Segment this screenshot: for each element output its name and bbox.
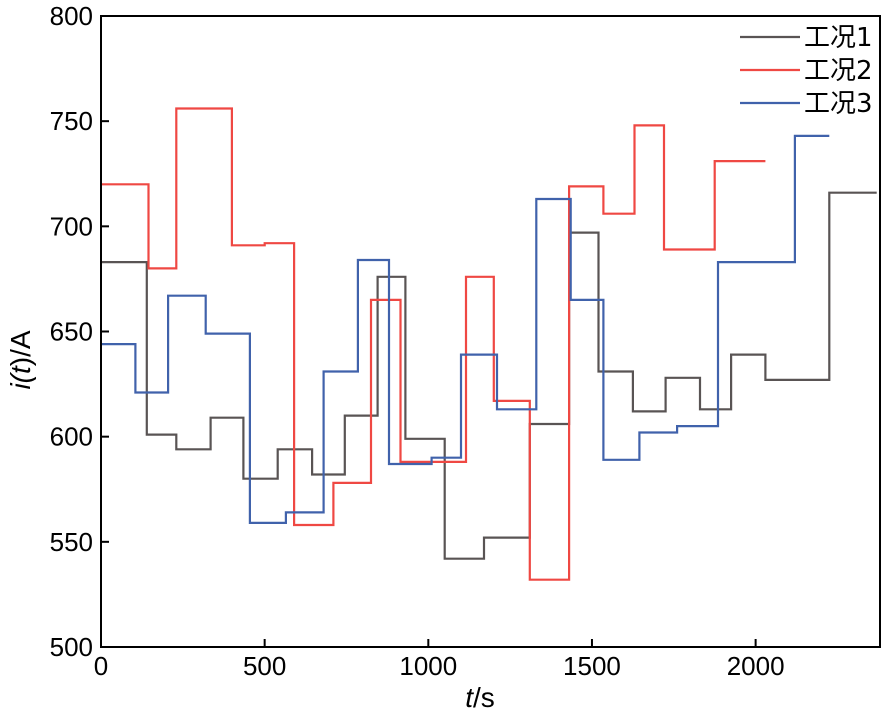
- x-tick-label: 0: [94, 651, 108, 681]
- legend-label-2: 工况2: [804, 56, 873, 86]
- y-tick-label: 650: [50, 317, 93, 347]
- y-tick-label: 800: [50, 1, 93, 31]
- x-tick-label: 2000: [727, 651, 785, 681]
- x-axis-label: t/s: [465, 682, 495, 713]
- series-line-2: [101, 107, 766, 581]
- plot-frame: [100, 15, 881, 648]
- y-tick-label: 600: [50, 422, 93, 452]
- x-tick-label: 500: [243, 651, 286, 681]
- ticks: [100, 15, 757, 648]
- series-line-3: [101, 134, 830, 525]
- x-tick-label: 1000: [399, 651, 457, 681]
- x-tick-label: 1500: [563, 651, 621, 681]
- legend-label-3: 工况3: [804, 89, 873, 119]
- y-tick-label: 500: [50, 632, 93, 662]
- y-axis-label: i(t)/A: [5, 330, 36, 389]
- series-line-1: [101, 191, 877, 560]
- legend-label-1: 工况1: [804, 23, 873, 53]
- y-tick-label: 550: [50, 527, 93, 557]
- y-tick-label: 700: [50, 211, 93, 241]
- plot-lines: [101, 107, 877, 581]
- y-tick-label: 750: [50, 106, 93, 136]
